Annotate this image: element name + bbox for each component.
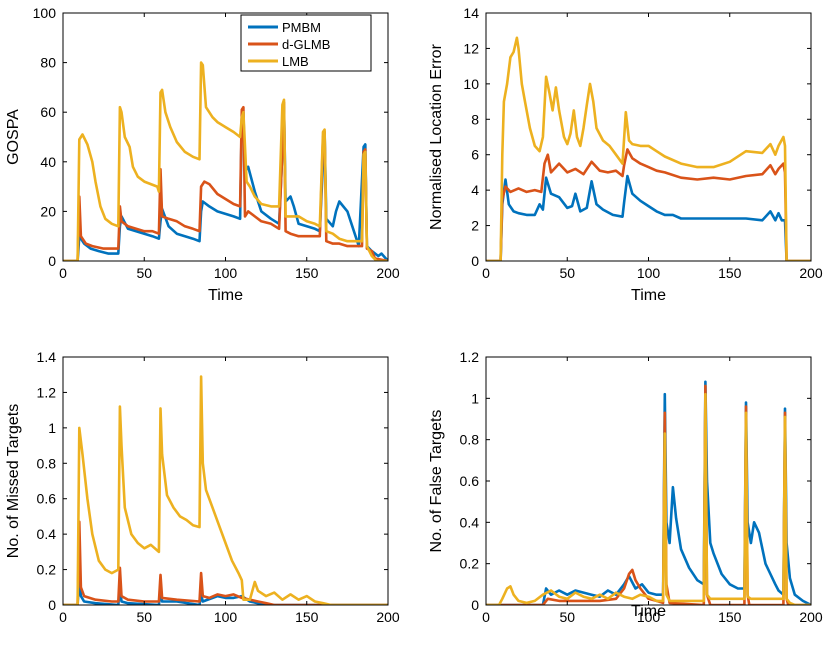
y-tick-label: 1.4 xyxy=(37,349,57,365)
panel-3: 0 50 100 150 200 0 0.2 0.4 0.6 0.8 1 1.2 1.4 No. of M… xyxy=(5,349,400,625)
y-tick-label: 80 xyxy=(40,55,56,71)
y-tick-label: 10 xyxy=(463,76,479,92)
axes-box xyxy=(485,12,812,262)
x-tick-label: 200 xyxy=(376,609,400,625)
x-tick-label: 200 xyxy=(376,265,400,281)
legend-label: PMBM xyxy=(282,20,321,35)
x-tick-label: 0 xyxy=(59,609,67,625)
series-line-lmb xyxy=(486,392,811,605)
y-tick-label: 1.2 xyxy=(37,384,57,400)
y-axis-label: No. of False Targets xyxy=(428,410,445,553)
x-tick-label: 150 xyxy=(295,265,319,281)
x-axis-label: Time xyxy=(208,287,243,304)
y-tick-label: 0.4 xyxy=(37,526,57,542)
series-group xyxy=(486,36,811,261)
y-tick-label: 1.2 xyxy=(460,349,480,365)
x-tick-label: 50 xyxy=(136,265,152,281)
y-tick-label: 4 xyxy=(471,182,479,198)
legend-label: LMB xyxy=(282,54,309,69)
x-tick-label: 50 xyxy=(559,609,575,625)
y-tick-label: 100 xyxy=(33,5,57,21)
y-tick-label: 0.2 xyxy=(460,556,480,572)
panel-2: 0 50 100 150 200 0 2 4 6 8 10 12 14 Time Normalised Lo… xyxy=(428,5,823,304)
x-axis-label: Time xyxy=(631,603,666,620)
series-line-d-glmb xyxy=(486,148,811,261)
x-tick-label: 100 xyxy=(637,265,661,281)
y-axis-label: GOSPA xyxy=(5,109,22,165)
y-tick-label: 14 xyxy=(463,5,479,21)
y-tick-label: 0 xyxy=(471,597,479,613)
y-tick-label: 12 xyxy=(463,40,479,56)
x-tick-label: 0 xyxy=(482,609,490,625)
y-tick-label: 60 xyxy=(40,104,56,120)
series-line-pmbm xyxy=(486,174,811,261)
series-line-lmb xyxy=(63,375,388,605)
y-tick-label: 1 xyxy=(471,390,479,406)
y-axis-label: Normalised Location Error xyxy=(428,43,445,230)
y-tick-label: 2 xyxy=(471,218,479,234)
y-tick-label: 6 xyxy=(471,147,479,163)
x-tick-label: 150 xyxy=(295,609,319,625)
y-tick-label: 20 xyxy=(40,203,56,219)
x-tick-label: 100 xyxy=(214,609,238,625)
x-tick-label: 200 xyxy=(799,265,823,281)
series-group xyxy=(63,61,388,261)
y-tick-label: 0 xyxy=(471,253,479,269)
x-tick-label: 200 xyxy=(799,609,823,625)
series-group xyxy=(63,375,388,605)
panel-4: 0 50 100 150 200 0 0.2 0.4 0.6 0.8 1 1.2 Time No. of … xyxy=(428,349,823,625)
series-line-pmbm xyxy=(486,380,811,605)
legend: PMBM d-GLMB LMB xyxy=(240,14,372,72)
x-tick-label: 150 xyxy=(718,609,742,625)
x-tick-label: 100 xyxy=(637,609,661,625)
series-line-pmbm xyxy=(63,575,388,605)
y-tick-label: 0.2 xyxy=(37,562,57,578)
x-tick-label: 0 xyxy=(59,265,67,281)
series-line-lmb xyxy=(63,61,388,261)
y-tick-label: 0.8 xyxy=(37,455,57,471)
y-tick-label: 0.6 xyxy=(460,473,480,489)
legend-label: d-GLMB xyxy=(282,37,330,52)
y-axis-label: No. of Missed Targets xyxy=(5,404,22,558)
y-tick-label: 0.6 xyxy=(37,491,57,507)
x-tick-label: 150 xyxy=(718,265,742,281)
axes-box xyxy=(62,356,389,606)
series-line-lmb xyxy=(486,36,811,261)
axes-box xyxy=(485,356,812,606)
y-tick-label: 0 xyxy=(48,597,56,613)
series-line-d-glmb xyxy=(486,384,811,605)
series-group xyxy=(486,380,811,605)
y-tick-label: 40 xyxy=(40,154,56,170)
y-tick-label: 0.4 xyxy=(460,514,480,530)
y-tick-label: 0.8 xyxy=(460,432,480,448)
x-tick-label: 0 xyxy=(482,265,490,281)
y-tick-label: 1 xyxy=(48,420,56,436)
series-line-d-glmb xyxy=(63,520,388,605)
series-line-d-glmb xyxy=(63,101,388,261)
x-tick-label: 100 xyxy=(214,265,238,281)
y-tick-label: 8 xyxy=(471,111,479,127)
x-axis-label: Time xyxy=(631,287,666,304)
panel-1: 0 50 100 150 200 0 20 40 60 80 100 Time GOSPA PMBM d-G… xyxy=(5,5,400,304)
y-tick-label: 0 xyxy=(48,253,56,269)
x-tick-label: 50 xyxy=(559,265,575,281)
x-tick-label: 50 xyxy=(136,609,152,625)
